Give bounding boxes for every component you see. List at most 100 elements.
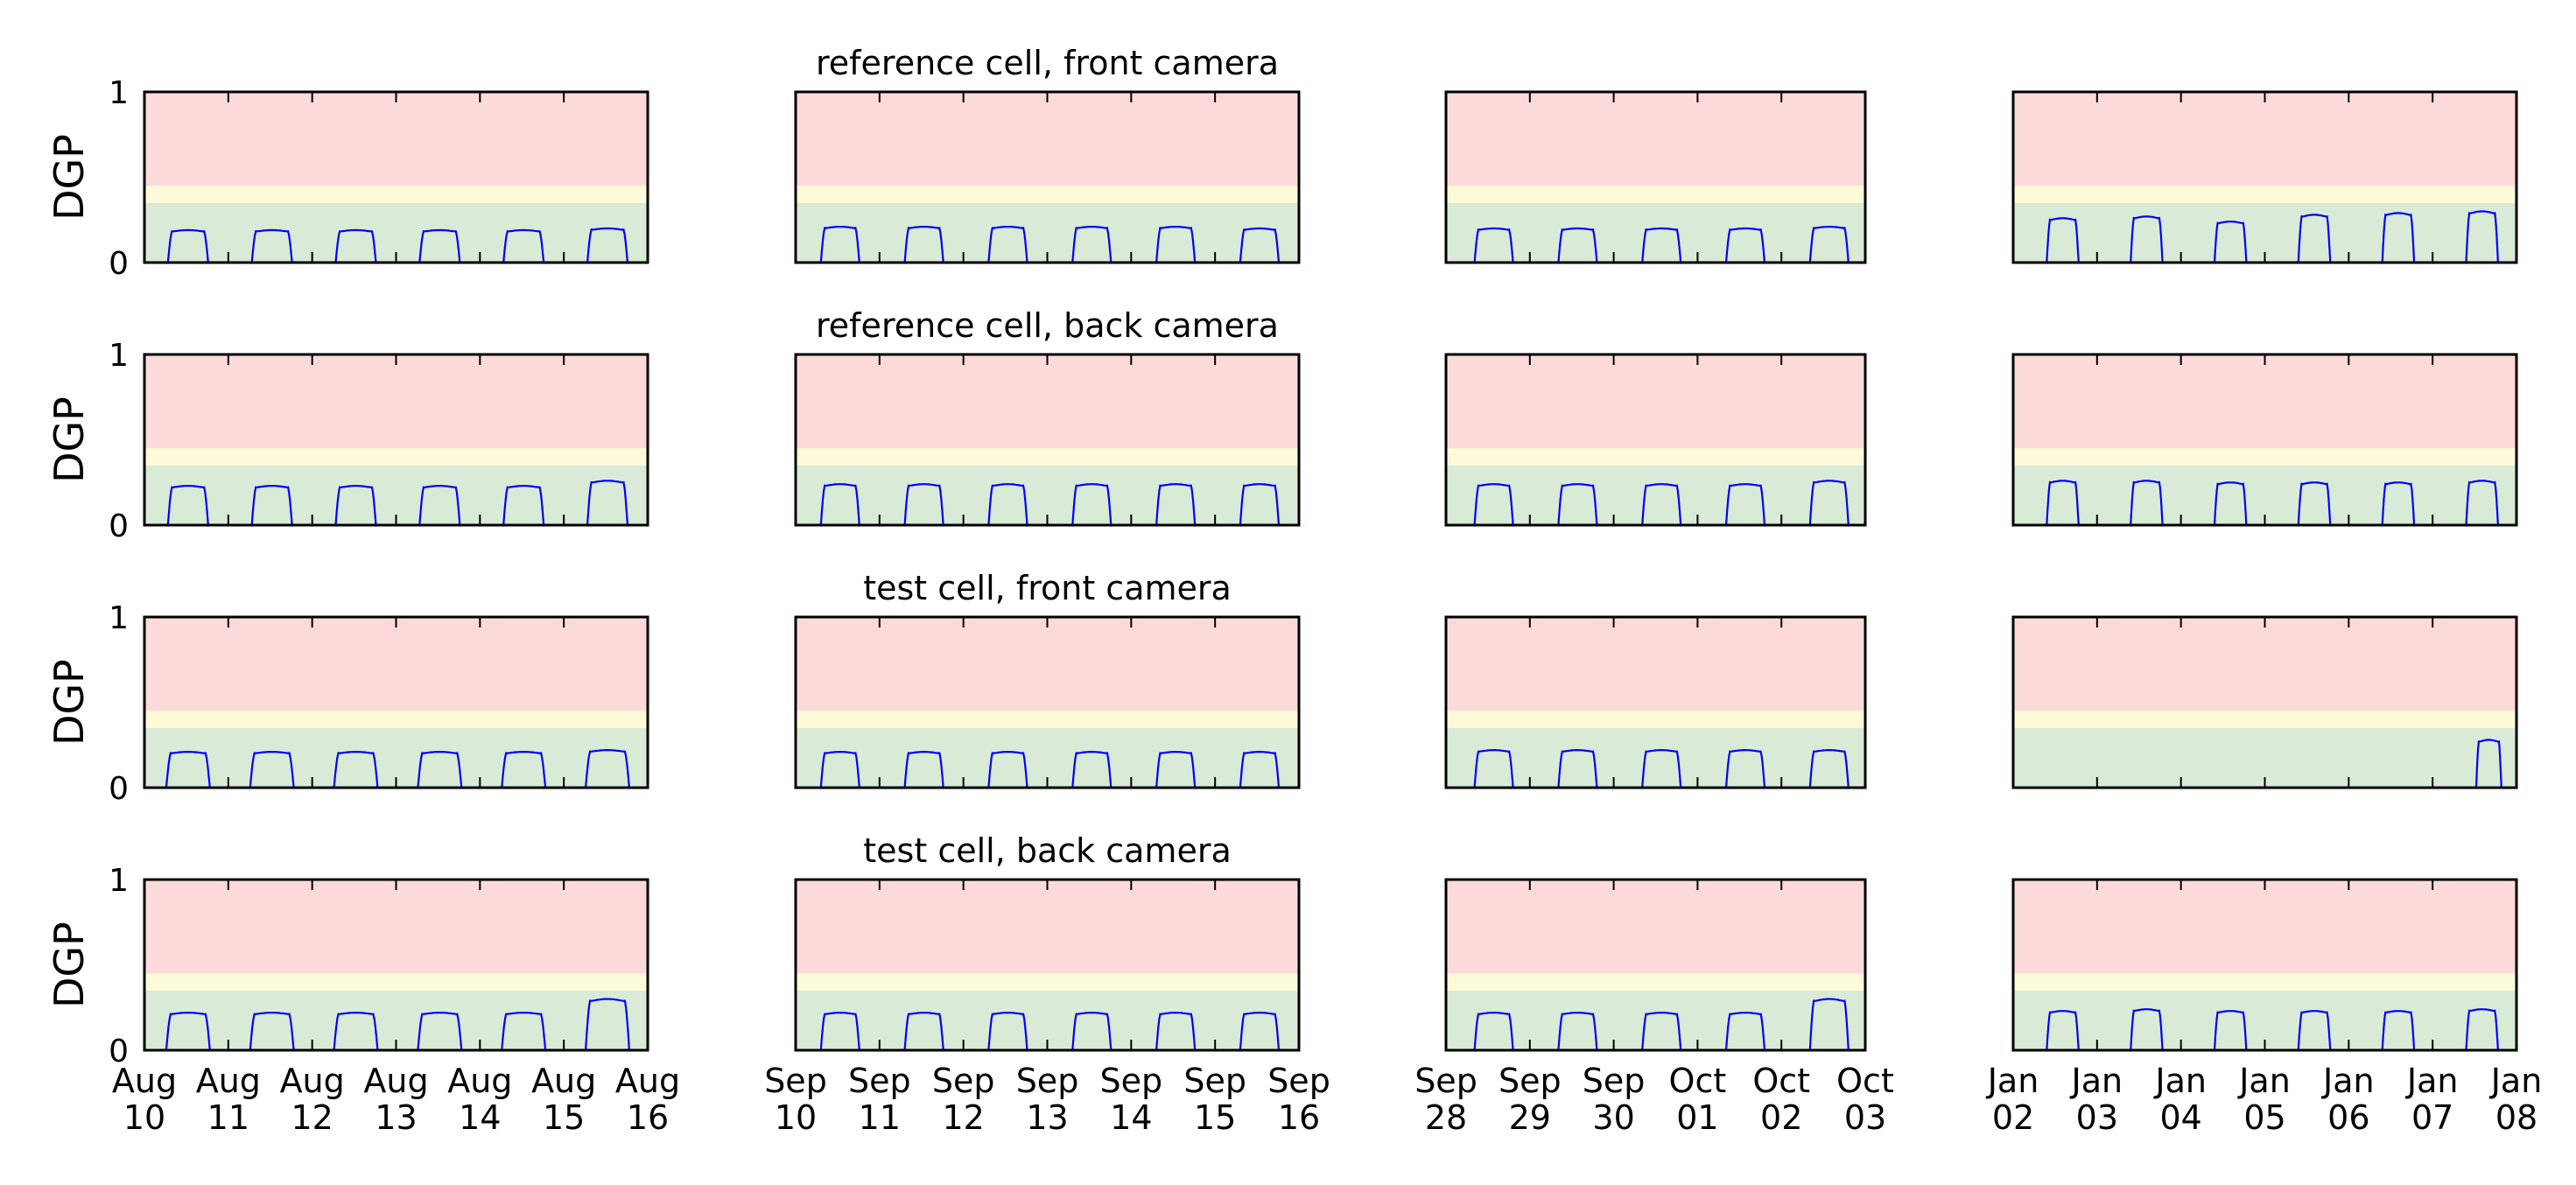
x-tick-label-day: 11: [859, 1098, 901, 1137]
dgp-zone-2: [1446, 617, 1865, 712]
dgp-zone-1: [2013, 186, 2516, 203]
x-tick-label-day: 06: [2327, 1098, 2369, 1137]
x-tick-label-month: Jan: [2237, 1062, 2291, 1100]
x-tick-label-day: 02: [1760, 1098, 1802, 1137]
y-tick-label-1: 1: [109, 863, 129, 899]
dgp-zone-2: [144, 880, 648, 974]
x-tick-label-day: 29: [1509, 1098, 1551, 1137]
x-tick-label-day: 07: [2411, 1098, 2453, 1137]
dgp-zone-1: [2013, 711, 2516, 728]
dgp-series-line: [2474, 739, 2502, 789]
dgp-series-line: [1473, 226, 1850, 263]
x-tick-label-day: 08: [2495, 1098, 2537, 1137]
y-axis-label: DGP: [46, 659, 93, 746]
x-tick-label-day: 11: [207, 1098, 249, 1137]
x-tick-label-day: 02: [1992, 1098, 2034, 1137]
x-tick-label-day: 13: [375, 1098, 417, 1137]
dgp-zone-2: [796, 880, 1299, 974]
dgp-series-line: [166, 227, 629, 263]
dgp-zone-2: [796, 354, 1299, 449]
x-tick-label-month: Aug: [280, 1062, 345, 1100]
dgp-zone-1: [1446, 448, 1865, 466]
panel-frame: [1444, 353, 1867, 527]
dgp-series-line: [819, 1012, 1281, 1051]
dgp-series-line: [2046, 480, 2499, 526]
x-tick-label-month: Aug: [447, 1062, 512, 1100]
dgp-zone-1: [1446, 973, 1865, 991]
dgp-zone-1: [796, 448, 1299, 466]
x-tick-label-day: 03: [1844, 1098, 1886, 1137]
dgp-zone-2: [1446, 880, 1865, 974]
dgp-zone-2: [796, 617, 1299, 712]
dgp-zone-1: [144, 711, 648, 728]
x-tick-label-month: Sep: [848, 1062, 911, 1100]
x-tick-label-day: 10: [123, 1098, 165, 1137]
x-tick-label-month: Sep: [1100, 1062, 1163, 1100]
x-tick-label-month: Oct: [1752, 1062, 1810, 1100]
x-tick-label-day: 01: [1676, 1098, 1718, 1137]
x-tick-label-day: 04: [2159, 1098, 2201, 1137]
panel-frame: [1444, 878, 1867, 1052]
x-tick-label-month: Sep: [1016, 1062, 1079, 1100]
dgp-zone-1: [2013, 448, 2516, 466]
x-tick-label-day: 15: [543, 1098, 585, 1137]
y-tick-label-0: 0: [109, 771, 129, 807]
dgp-zone-2: [796, 92, 1299, 186]
dgp-zone-2: [144, 354, 648, 449]
row-title: reference cell, front camera: [816, 44, 1279, 82]
dgp-series-line: [165, 749, 630, 789]
dgp-series-line: [1473, 749, 1850, 789]
panel-frame: [1444, 90, 1867, 264]
dgp-series-line: [819, 483, 1281, 526]
dgp-zone-1: [144, 973, 648, 991]
x-tick-label-day: 15: [1194, 1098, 1236, 1137]
x-tick-label-month: Sep: [1183, 1062, 1246, 1100]
dgp-series-line: [166, 480, 629, 526]
dgp-zone-0: [1446, 727, 1865, 788]
dgp-zone-2: [2013, 617, 2516, 712]
x-tick-label-day: 12: [291, 1098, 333, 1137]
dgp-zone-1: [1446, 186, 1865, 203]
x-tick-label-day: 16: [627, 1098, 669, 1137]
x-tick-label-month: Sep: [1583, 1062, 1646, 1100]
dgp-zone-1: [1446, 711, 1865, 728]
y-axis-label: DGP: [46, 922, 93, 1008]
x-tick-label-month: Aug: [531, 1062, 596, 1100]
x-tick-label-day: 13: [1026, 1098, 1068, 1137]
dgp-zone-1: [796, 186, 1299, 203]
y-axis-label: DGP: [46, 396, 93, 483]
dgp-zone-1: [144, 186, 648, 203]
x-tick-label-month: Jan: [1986, 1062, 2039, 1100]
x-tick-label-month: Sep: [1414, 1062, 1478, 1100]
x-tick-label-day: 14: [1110, 1098, 1152, 1137]
x-tick-label-month: Aug: [196, 1062, 261, 1100]
dgp-series-line: [2046, 1008, 2499, 1051]
x-tick-label-month: Aug: [363, 1062, 428, 1100]
y-axis-label: DGP: [46, 134, 93, 221]
y-tick-label-1: 1: [109, 75, 129, 111]
x-tick-label-month: Jan: [2321, 1062, 2375, 1100]
x-tick-label-month: Aug: [112, 1062, 177, 1100]
y-tick-label-0: 0: [109, 246, 129, 282]
x-tick-label-day: 03: [2076, 1098, 2118, 1137]
dgp-zone-2: [2013, 880, 2516, 974]
x-tick-label-day: 05: [2243, 1098, 2285, 1137]
dgp-series-line: [165, 998, 630, 1051]
x-tick-label-month: Sep: [1267, 1062, 1330, 1100]
x-tick-label-day: 12: [942, 1098, 984, 1137]
dgp-series-line: [1473, 998, 1850, 1051]
dgp-zone-2: [144, 617, 648, 712]
x-tick-label-month: Jan: [2489, 1062, 2543, 1100]
dgp-series-line: [1473, 480, 1850, 526]
y-tick-label-1: 1: [109, 600, 129, 636]
y-tick-label-0: 0: [109, 1034, 129, 1069]
x-tick-label-month: Sep: [1499, 1062, 1562, 1100]
panel-frame: [1444, 615, 1867, 789]
dgp-zone-2: [2013, 92, 2516, 186]
dgp-zone-1: [796, 711, 1299, 728]
x-tick-label-day: 10: [775, 1098, 817, 1137]
row-title: test cell, front camera: [863, 569, 1232, 607]
dgp-zone-2: [1446, 92, 1865, 186]
